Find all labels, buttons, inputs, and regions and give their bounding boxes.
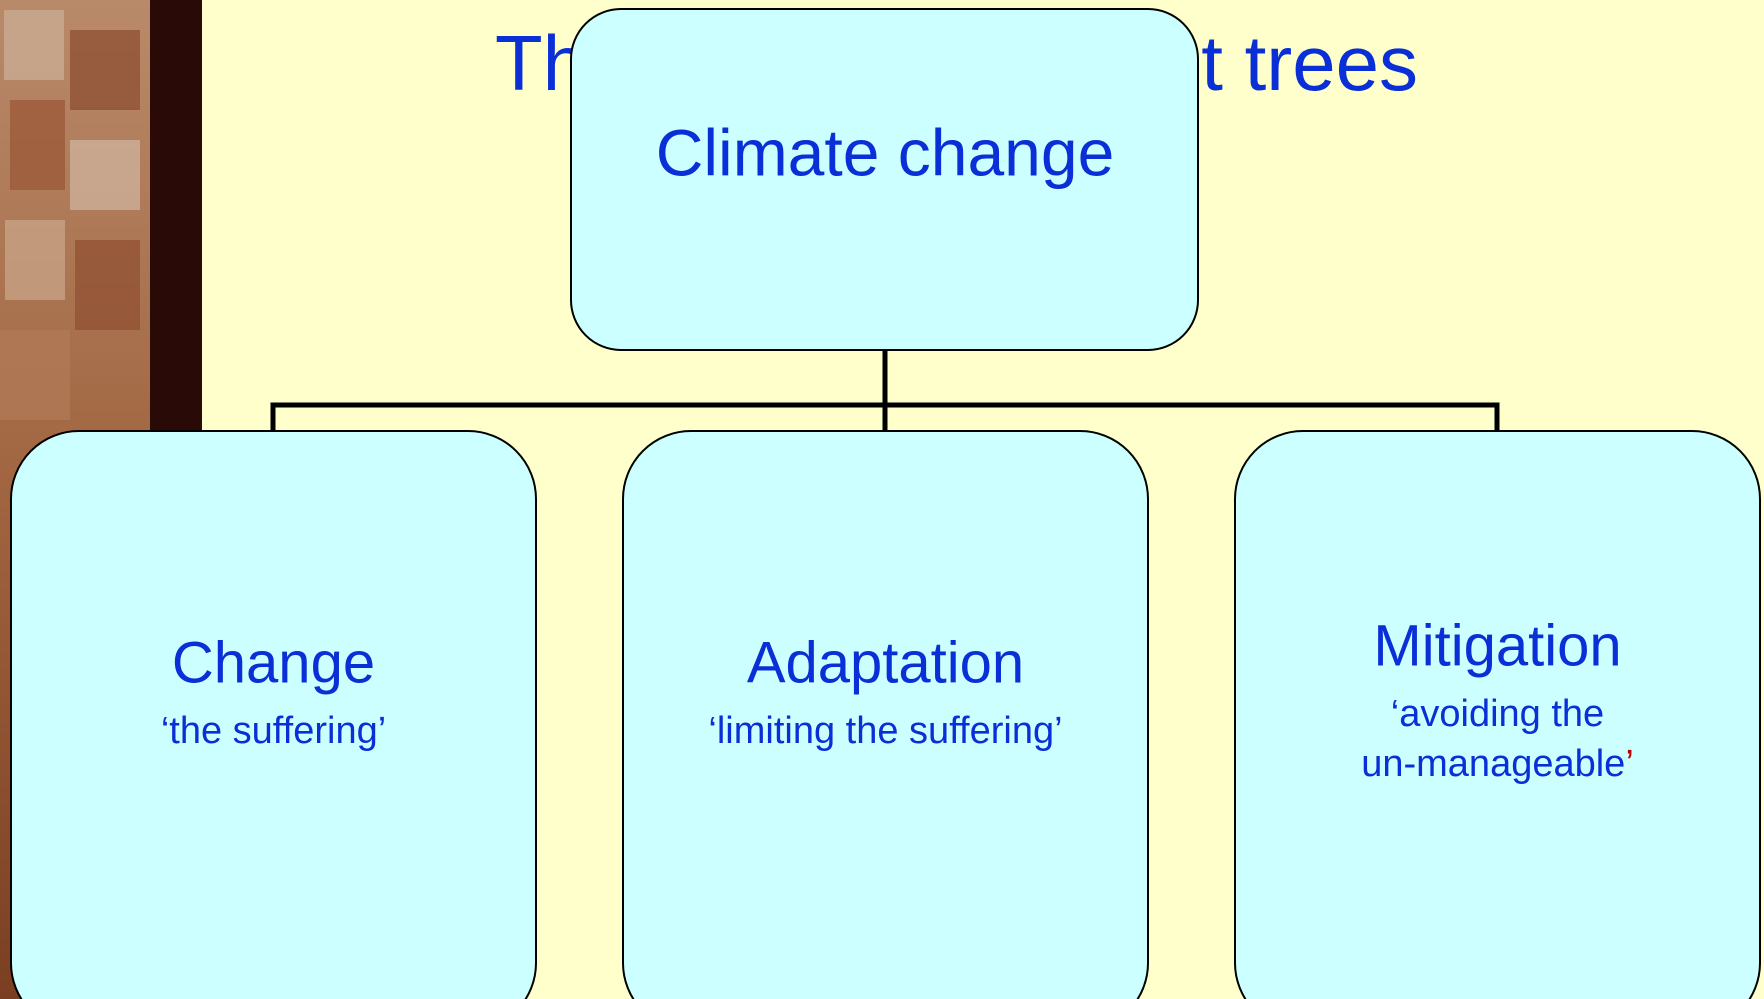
- subtitle-text: un-manageable: [1361, 743, 1625, 785]
- node-subtitle: ‘limiting the suffering’: [708, 710, 1062, 752]
- subtitle-text: ‘limiting the suffering’: [708, 710, 1062, 752]
- subtitle-text: ‘avoiding the: [1391, 693, 1604, 735]
- root-label: Climate change: [656, 115, 1115, 189]
- node-label: Change: [172, 630, 375, 695]
- closing-mark: ’: [1625, 743, 1633, 785]
- node-label: Adaptation: [747, 630, 1024, 695]
- node-subtitle: ‘avoiding the: [1391, 693, 1604, 735]
- child-nodes: Change ‘the suffering’ Adaptation ‘limiting…: [11, 431, 1760, 999]
- node-subtitle: ‘the suffering’: [161, 710, 386, 752]
- node-subtitle: un-manageable’: [1361, 743, 1634, 785]
- node-label: Mitigation: [1373, 613, 1621, 678]
- subtitle-text: ‘the suffering’: [161, 710, 386, 752]
- title-fragment: t trees: [1201, 19, 1418, 107]
- page: Th t trees Climate change Change‘the suf…: [0, 0, 1764, 999]
- slide: Th t trees Climate change Change‘the suf…: [0, 0, 1764, 999]
